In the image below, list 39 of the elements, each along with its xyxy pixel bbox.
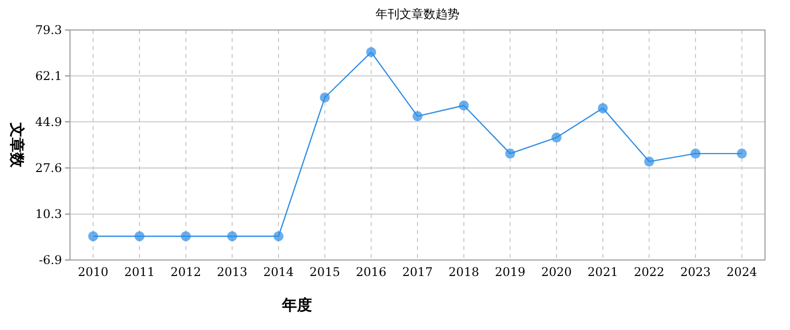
x-tick-label: 2013 bbox=[216, 265, 248, 279]
point bbox=[736, 148, 747, 159]
y-tick-label: -6.9 bbox=[38, 253, 62, 267]
x-tick-label: 2017 bbox=[402, 265, 433, 279]
x-tick-label: 2019 bbox=[494, 265, 526, 279]
point bbox=[644, 156, 654, 167]
chart-title: 年刊文章数趋势 bbox=[376, 7, 460, 21]
x-tick-label: 2024 bbox=[726, 265, 758, 279]
x-tick-label: 2023 bbox=[680, 265, 711, 279]
point bbox=[88, 231, 98, 242]
x-tick-label: 2010 bbox=[78, 265, 108, 279]
x-tick-label: 2018 bbox=[448, 265, 480, 279]
x-tick-label: 2014 bbox=[263, 265, 294, 279]
point bbox=[598, 103, 608, 114]
point bbox=[180, 231, 191, 242]
x-tick-label: 2021 bbox=[588, 265, 618, 279]
y-axis-title: 文章数 bbox=[8, 122, 26, 168]
point bbox=[366, 47, 376, 58]
y-tick-label: 44.9 bbox=[35, 114, 62, 129]
x-axis-title: 年度 bbox=[281, 296, 312, 314]
point bbox=[505, 148, 516, 159]
x-tick-label: 2016 bbox=[356, 265, 386, 279]
y-tick-label: 62.1 bbox=[35, 68, 62, 83]
y-tick-label: 79.3 bbox=[35, 23, 62, 37]
point bbox=[227, 231, 238, 242]
point bbox=[552, 132, 562, 143]
point bbox=[458, 100, 469, 111]
x-tick-label: 2011 bbox=[124, 265, 155, 279]
x-tick-label: 2022 bbox=[634, 265, 664, 279]
point bbox=[690, 148, 700, 159]
y-tick-label: 10.3 bbox=[35, 207, 62, 222]
y-tick-label: 27.6 bbox=[35, 160, 62, 175]
x-tick-label: 2015 bbox=[310, 265, 340, 279]
point bbox=[274, 231, 284, 242]
point bbox=[412, 111, 422, 122]
x-tick-label: 2020 bbox=[541, 265, 572, 279]
x-tick-label: 2012 bbox=[170, 265, 202, 279]
point bbox=[134, 231, 144, 242]
point bbox=[320, 92, 330, 103]
